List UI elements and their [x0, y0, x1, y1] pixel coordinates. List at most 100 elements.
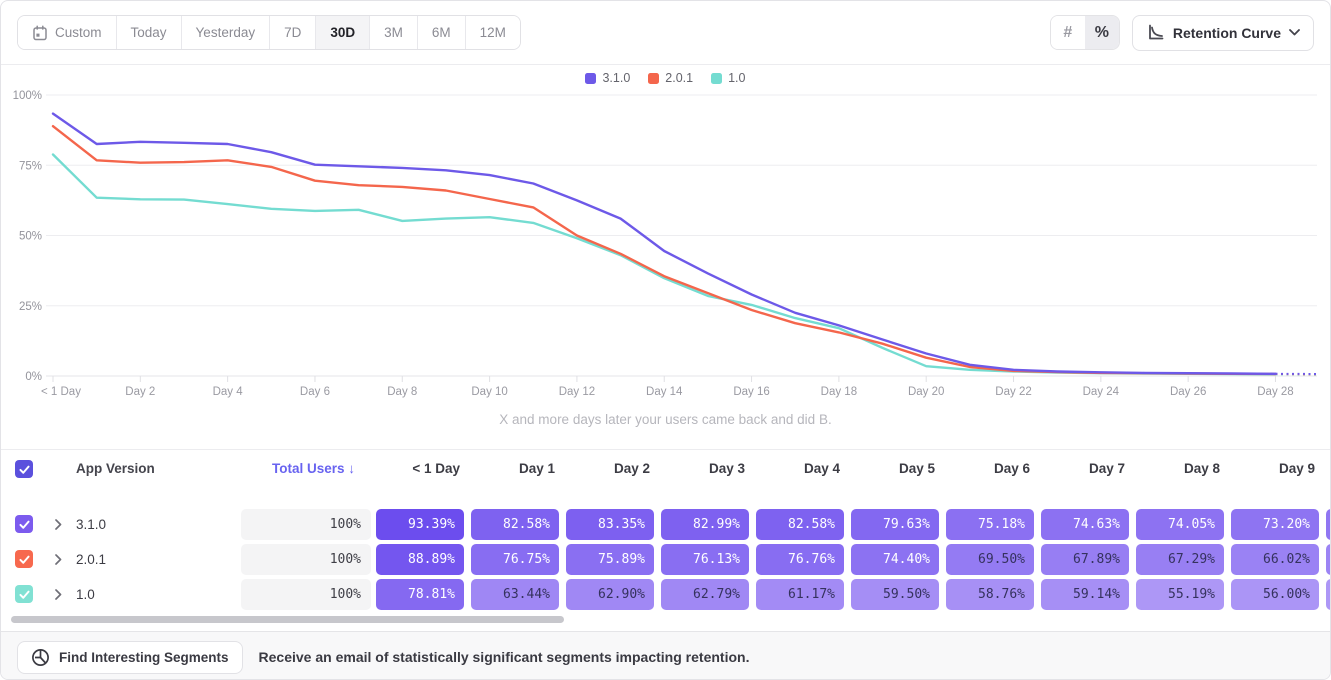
chart-type-dropdown[interactable]: Retention Curve	[1131, 14, 1314, 51]
date-range-3m[interactable]: 3M	[369, 16, 417, 49]
date-range-group: Custom Today Yesterday 7D 30D 3M 6M 12M	[17, 15, 521, 50]
retention-cell: 74.40%	[851, 544, 939, 575]
retention-cell: 62.90%	[566, 579, 654, 610]
app-version-header: App Version	[76, 461, 155, 476]
date-range-today[interactable]: Today	[115, 16, 181, 49]
percent-mode-button[interactable]: %	[1084, 16, 1119, 49]
retention-cell-clipped	[1326, 509, 1330, 540]
horizontal-scrollbar[interactable]	[11, 616, 564, 623]
retention-cell: 59.50%	[851, 579, 939, 610]
legend-swatch	[585, 72, 597, 84]
chevron-right-icon	[55, 519, 62, 530]
y-axis-label: 100%	[13, 90, 42, 102]
date-range-7d[interactable]: 7D	[269, 16, 316, 49]
legend-item-3.1.0[interactable]: 3.1.0	[585, 71, 630, 85]
x-axis-label: Day 14	[646, 386, 683, 398]
y-axis-label: 25%	[19, 301, 42, 313]
retention-cell: 76.13%	[661, 544, 749, 575]
app-version-value: 1.0	[76, 587, 95, 602]
day-column-header: Day 9	[1278, 461, 1315, 476]
retention-cell: 76.75%	[471, 544, 559, 575]
absolute-mode-button[interactable]: #	[1050, 16, 1085, 49]
row-checkbox-3.1.0[interactable]	[15, 515, 33, 533]
retention-cell: 55.19%	[1136, 579, 1224, 610]
footer-message: Receive an email of statistically signif…	[258, 649, 750, 665]
date-range-label: Yesterday	[195, 25, 256, 40]
date-range-yesterday[interactable]: Yesterday	[180, 16, 270, 49]
retention-cell: 75.18%	[946, 509, 1034, 540]
legend-item-2.0.1[interactable]: 2.0.1	[648, 71, 693, 85]
date-range-30d[interactable]: 30D	[315, 16, 370, 49]
legend-label: 2.0.1	[665, 71, 694, 85]
retention-cell: 74.63%	[1041, 509, 1129, 540]
x-axis-label: Day 18	[821, 386, 857, 398]
date-range-12m[interactable]: 12M	[464, 16, 520, 49]
row-checkbox-1.0[interactable]	[15, 585, 33, 603]
retention-cell: 66.02%	[1231, 544, 1319, 575]
retention-cell: 83.35%	[566, 509, 654, 540]
retention-cell: 82.99%	[661, 509, 749, 540]
check-icon	[18, 520, 30, 529]
day-column-header: Day 3	[708, 461, 745, 476]
total-users-cell: 100%	[241, 579, 371, 610]
day-column-header: Day 4	[803, 461, 840, 476]
retention-cell: 67.29%	[1136, 544, 1224, 575]
day-column-header: Day 7	[1088, 461, 1125, 476]
retention-cell: 56.00%	[1231, 579, 1319, 610]
x-axis-label: Day 26	[1170, 386, 1206, 398]
date-range-label: 6M	[431, 25, 451, 40]
app-version-value: 2.0.1	[76, 552, 107, 567]
date-range-6m[interactable]: 6M	[416, 16, 465, 49]
find-segments-label: Find Interesting Segments	[59, 649, 229, 665]
app-version-value: 3.1.0	[76, 517, 107, 532]
total-users-header[interactable]: Total Users ↓	[271, 461, 355, 476]
x-axis-label: Day 22	[995, 386, 1031, 398]
y-axis-label: 0%	[25, 371, 42, 383]
date-range-label: Today	[130, 25, 167, 40]
chevron-right-icon	[55, 589, 62, 600]
y-axis-label: 75%	[19, 160, 42, 172]
retention-cell: 79.63%	[851, 509, 939, 540]
date-range-label: 30D	[330, 25, 356, 40]
date-range-label: 12M	[479, 25, 506, 40]
chevron-down-icon	[1289, 29, 1300, 36]
retention-cell-clipped	[1326, 544, 1330, 575]
x-axis-label: Day 24	[1083, 386, 1120, 398]
toolbar-right: #% Retention Curve	[1049, 14, 1314, 51]
day-column-header: Day 5	[898, 461, 935, 476]
x-axis-label: Day 4	[213, 386, 244, 398]
x-axis-label: Day 20	[908, 386, 944, 398]
chart-section: 3.1.0 2.0.1 1.0 0% 25% 50% 75% 100% < 1 Day Day …	[1, 68, 1330, 449]
calendar-icon	[33, 24, 47, 40]
x-axis-label: Day 12	[559, 386, 595, 398]
legend-item-1.0[interactable]: 1.0	[711, 71, 746, 85]
retention-cell-clipped	[1326, 579, 1330, 610]
date-range-label: 7D	[284, 25, 302, 40]
date-range-custom[interactable]: Custom	[18, 16, 116, 49]
series-line-1.0	[51, 153, 1277, 376]
retention-cell: 69.50%	[946, 544, 1034, 575]
date-range-label: Custom	[55, 25, 102, 40]
chevron-right-icon	[55, 554, 62, 565]
total-users-cell: 100%	[241, 509, 371, 540]
retention-line-chart: 0% 25% 50% 75% 100% < 1 Day Day 2 Day 4 Day 6 Day…	[13, 90, 1320, 398]
expand-row-chevron[interactable]	[55, 589, 62, 600]
expand-row-chevron[interactable]	[55, 519, 62, 530]
day-column-header: Day 6	[993, 461, 1030, 476]
retention-cell: 82.58%	[756, 509, 844, 540]
total-users-cell: 100%	[241, 544, 371, 575]
select-all-checkbox[interactable]	[15, 460, 33, 478]
legend-swatch	[648, 72, 660, 84]
toolbar: Custom Today Yesterday 7D 30D 3M 6M 12M #% Rete…	[1, 1, 1330, 65]
legend-swatch	[711, 72, 723, 84]
day-column-header: Day 1	[518, 461, 555, 476]
find-segments-button[interactable]: Find Interesting Segments	[17, 640, 243, 674]
retention-cell: 88.89%	[376, 544, 464, 575]
row-checkbox-2.0.1[interactable]	[15, 550, 33, 568]
retention-table: App Version Total Users ↓ < 1 Day Day 1 Day …	[1, 449, 1330, 631]
legend-label: 3.1.0	[602, 71, 631, 85]
expand-row-chevron[interactable]	[55, 554, 62, 565]
chart-legend: 3.1.0 2.0.1 1.0	[1, 68, 1330, 88]
x-axis-label: Day 2	[125, 386, 155, 398]
